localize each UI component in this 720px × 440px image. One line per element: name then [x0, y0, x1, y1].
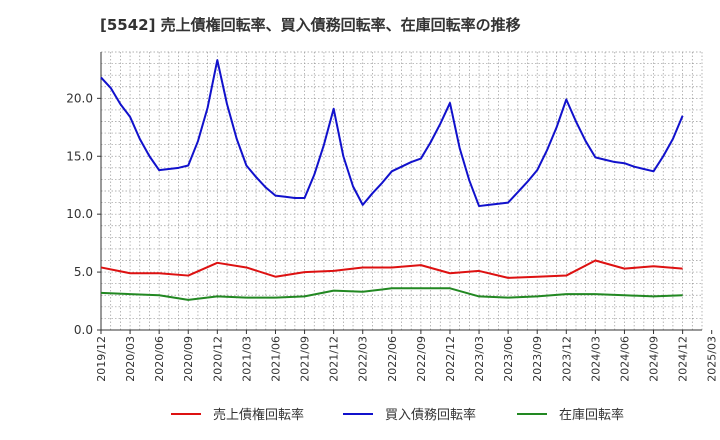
x-tick-label: 2021/12 — [328, 336, 341, 382]
x-tick-label: 2020/06 — [153, 336, 166, 382]
x-tick-label: 2020/03 — [124, 336, 137, 382]
x-tick-label: 2019/12 — [95, 336, 108, 382]
x-tick-label: 2023/12 — [560, 336, 573, 382]
legend-label-1: 売上債権回転率 — [213, 407, 304, 423]
series-line-2 — [100, 59, 684, 208]
x-tick-label: 2022/06 — [386, 336, 399, 382]
x-tick-label: 2025/03 — [706, 336, 719, 382]
x-tick-label: 2021/09 — [299, 336, 312, 382]
x-tick-label: 2023/03 — [473, 336, 486, 382]
series-line-1 — [100, 259, 683, 279]
y-tick-label: 20.0 — [66, 91, 93, 105]
x-tick-label: 2020/12 — [211, 336, 224, 382]
x-tick-label: 2023/06 — [502, 336, 515, 382]
legend-label-2: 買入債務回転率 — [385, 407, 476, 423]
x-tick-label: 2021/03 — [240, 336, 253, 382]
y-tick-label: 5.0 — [74, 265, 93, 279]
x-tick-label: 2020/09 — [182, 336, 195, 382]
x-tick-label: 2021/06 — [269, 336, 282, 382]
x-tick-label: 2024/03 — [589, 336, 602, 382]
series-line-3 — [100, 287, 683, 301]
x-tick-label: 2024/12 — [677, 336, 690, 382]
x-tick-label: 2023/09 — [531, 336, 544, 382]
x-tick-label: 2022/03 — [357, 336, 370, 382]
y-tick-label: 0.0 — [74, 323, 93, 337]
y-tick-label: 10.0 — [66, 207, 93, 221]
x-tick-label: 2024/09 — [648, 336, 661, 382]
x-tick-label: 2024/06 — [618, 336, 631, 382]
x-tick-label: 2022/09 — [415, 336, 428, 382]
y-tick-label: 15.0 — [66, 149, 93, 163]
chart-title: [5542] 売上債権回転率、買入債務回転率、在庫回転率の推移 — [100, 16, 521, 34]
x-tick-label: 2022/12 — [444, 336, 457, 382]
legend-label-3: 在庫回転率 — [559, 407, 624, 423]
